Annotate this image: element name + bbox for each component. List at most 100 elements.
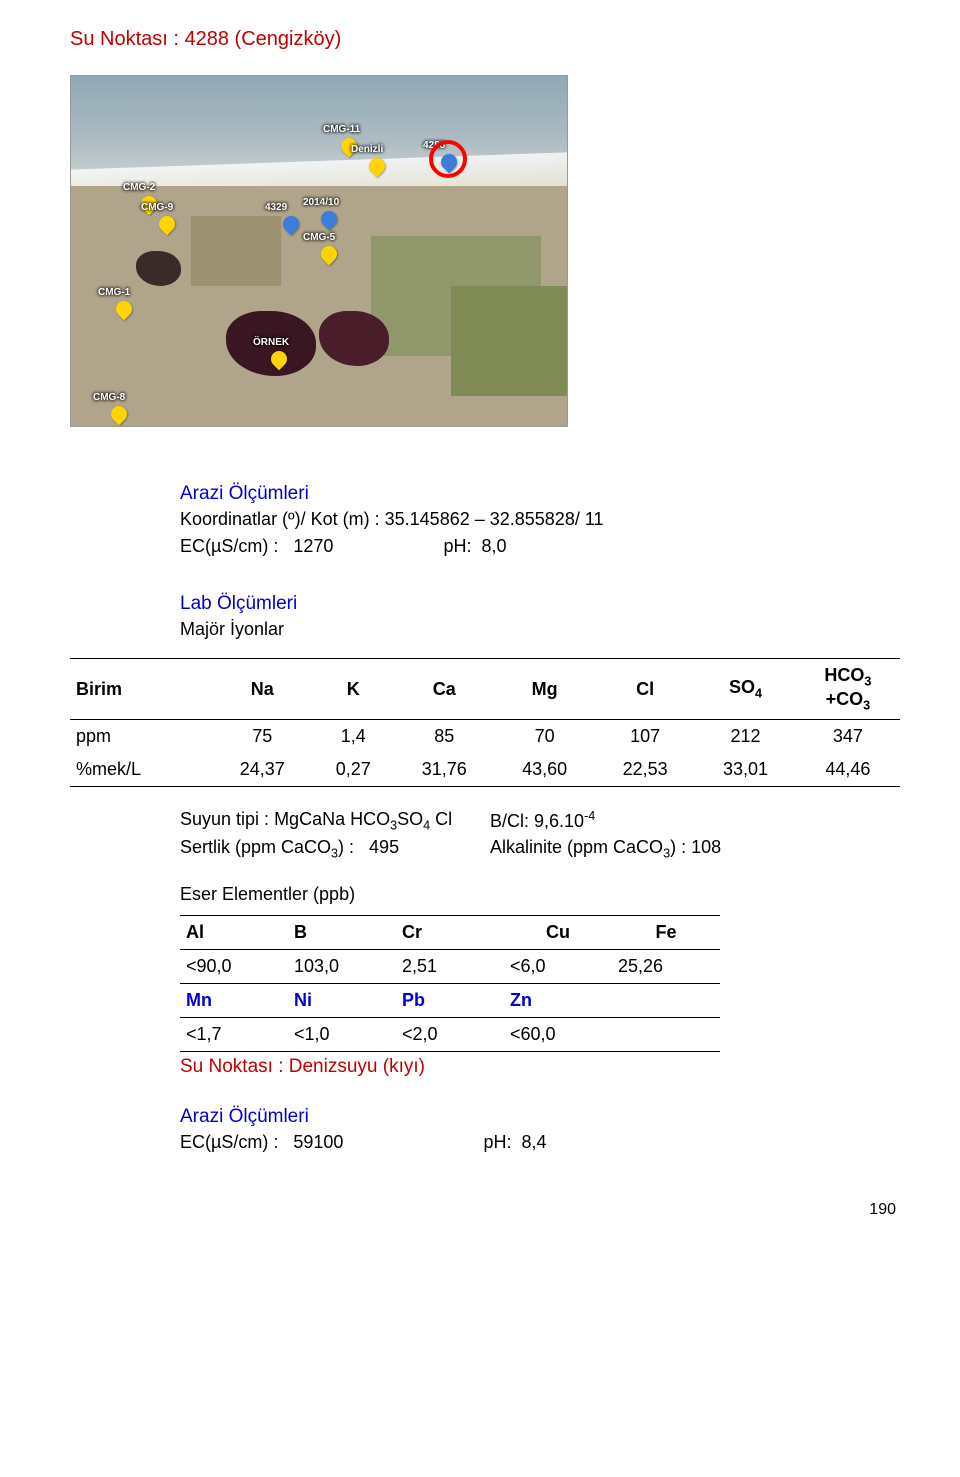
- cell: 31,76: [394, 753, 494, 787]
- table-row: ppm 75 1,4 85 70 107 212 347: [70, 720, 900, 754]
- map-pin-label: Denizli: [351, 144, 383, 155]
- col-mn: Mn: [180, 984, 288, 1018]
- col-mg: Mg: [494, 659, 594, 720]
- col-k: K: [313, 659, 395, 720]
- suyun-tipi: Suyun tipi : MgCaNa HCO3SO4 Cl: [180, 809, 490, 833]
- map-container: CMG-11Denizli4288CMG-2CMG-943292014/10CM…: [70, 75, 900, 427]
- cell: 1,4: [313, 720, 395, 754]
- map-pin-label: CMG-11: [323, 124, 360, 135]
- col-ca: Ca: [394, 659, 494, 720]
- row-label: ppm: [70, 720, 212, 754]
- page-title: Su Noktası : 4288 (Cengizköy): [70, 28, 900, 51]
- ec-row: EC(µS/cm) : 1270 pH: 8,0: [180, 536, 900, 557]
- ec-label: EC(µS/cm) :: [180, 536, 278, 556]
- map-pin: [321, 246, 339, 264]
- highlight-circle: [429, 140, 467, 178]
- col-so4: SO4: [695, 659, 795, 720]
- coord-row: Koordinatlar (º)/ Kot (m) : 35.145862 – …: [180, 509, 900, 530]
- ph-label: pH:: [443, 536, 471, 556]
- col-fe: Fe: [612, 916, 720, 950]
- cell: [612, 1018, 720, 1052]
- ph-group: pH: 8,0: [443, 536, 506, 557]
- major-header-row: Birim Na K Ca Mg Cl SO4 HCO3+CO3: [70, 659, 900, 720]
- footer-blue: Arazi Ölçümleri: [180, 1106, 900, 1128]
- cell: 212: [695, 720, 795, 754]
- cell: 75: [212, 720, 312, 754]
- ec-value: 1270: [293, 536, 333, 556]
- sertlik-row: Sertlik (ppm CaCO3) : 495 Alkalinite (pp…: [180, 837, 900, 861]
- cell: <90,0: [180, 950, 288, 984]
- map-pin-label: CMG-9: [141, 202, 173, 213]
- cell: 85: [394, 720, 494, 754]
- col-zn: Zn: [504, 984, 612, 1018]
- footer-red: Su Noktası : Denizsuyu (kıyı): [180, 1056, 900, 1078]
- lab-heading: Lab Ölçümleri: [180, 593, 900, 615]
- map-pin-label: CMG-1: [98, 287, 130, 298]
- sertlik-value: 495: [369, 837, 399, 857]
- cell: 2,51: [396, 950, 504, 984]
- coord-value: 35.145862 – 32.855828/ 11: [385, 509, 604, 529]
- cell: 22,53: [595, 753, 695, 787]
- col-cr: Cr: [396, 916, 504, 950]
- page-number: 190: [70, 1201, 900, 1219]
- trace-header-1: Al B Cr Cu Fe: [180, 916, 720, 950]
- suyun-label: Suyun tipi :: [180, 809, 274, 829]
- table-row: <90,0 103,0 2,51 <6,0 25,26: [180, 950, 720, 984]
- cell: 347: [796, 720, 900, 754]
- map-pin-label: CMG-8: [93, 392, 125, 403]
- satellite-map: CMG-11Denizli4288CMG-2CMG-943292014/10CM…: [70, 75, 568, 427]
- major-ions-table: Birim Na K Ca Mg Cl SO4 HCO3+CO3 ppm 75 …: [70, 658, 900, 787]
- cell: <1,7: [180, 1018, 288, 1052]
- cell: <1,0: [288, 1018, 396, 1052]
- cell: 107: [595, 720, 695, 754]
- map-pin: [283, 216, 301, 234]
- col-cl: Cl: [595, 659, 695, 720]
- cell: <6,0: [504, 950, 612, 984]
- ec-group: EC(µS/cm) : 1270: [180, 536, 333, 557]
- col-ni: Ni: [288, 984, 396, 1018]
- map-pin-label: CMG-5: [303, 232, 335, 243]
- cell: 25,26: [612, 950, 720, 984]
- coord-label: Koordinatlar (º)/ Kot (m) :: [180, 509, 385, 529]
- trace-elements-table: Al B Cr Cu Fe <90,0 103,0 2,51 <6,0 25,2…: [180, 915, 720, 1052]
- footer-ph: pH: 8,4: [483, 1132, 546, 1153]
- cell: 43,60: [494, 753, 594, 787]
- col-empty: [612, 984, 720, 1018]
- footer-ec-row: EC(µS/cm) : 59100 pH: 8,4: [180, 1132, 900, 1153]
- map-pin: [159, 216, 177, 234]
- trace-header-2: Mn Ni Pb Zn: [180, 984, 720, 1018]
- alk-value: 108: [691, 837, 721, 857]
- table-row: <1,7 <1,0 <2,0 <60,0: [180, 1018, 720, 1052]
- alkalinite: Alkalinite (ppm CaCO3) : 108: [490, 837, 721, 861]
- cell: 103,0: [288, 950, 396, 984]
- col-cu: Cu: [504, 916, 612, 950]
- cell: 70: [494, 720, 594, 754]
- col-na: Na: [212, 659, 312, 720]
- map-pin-label: 4329: [265, 202, 287, 213]
- bcl: B/Cl: 9,6.10-4: [490, 809, 595, 833]
- map-pin: [271, 351, 289, 369]
- arazi-heading: Arazi Ölçümleri: [180, 483, 900, 505]
- table-row: %mek/L 24,37 0,27 31,76 43,60 22,53 33,0…: [70, 753, 900, 787]
- col-hco3: HCO3+CO3: [796, 659, 900, 720]
- col-al: Al: [180, 916, 288, 950]
- cell: 44,46: [796, 753, 900, 787]
- cell: 24,37: [212, 753, 312, 787]
- cell: 0,27: [313, 753, 395, 787]
- footer-ec-label: EC(µS/cm) :: [180, 1132, 278, 1152]
- footer-ph-label: pH:: [483, 1132, 511, 1152]
- map-pin: [116, 301, 134, 319]
- suyun-tipi-row: Suyun tipi : MgCaNa HCO3SO4 Cl B/Cl: 9,6…: [180, 809, 900, 833]
- map-pin: [369, 158, 387, 176]
- cell: 33,01: [695, 753, 795, 787]
- col-b: B: [288, 916, 396, 950]
- cell: <60,0: [504, 1018, 612, 1052]
- lab-sub: Majör İyonlar: [180, 619, 900, 640]
- map-pin-label: ÖRNEK: [253, 337, 289, 348]
- ph-value: 8,0: [481, 536, 506, 556]
- col-pb: Pb: [396, 984, 504, 1018]
- col-birim: Birim: [70, 659, 212, 720]
- footer-ph-value: 8,4: [521, 1132, 546, 1152]
- bcl-label: B/Cl:: [490, 811, 534, 831]
- map-pin: [111, 406, 129, 424]
